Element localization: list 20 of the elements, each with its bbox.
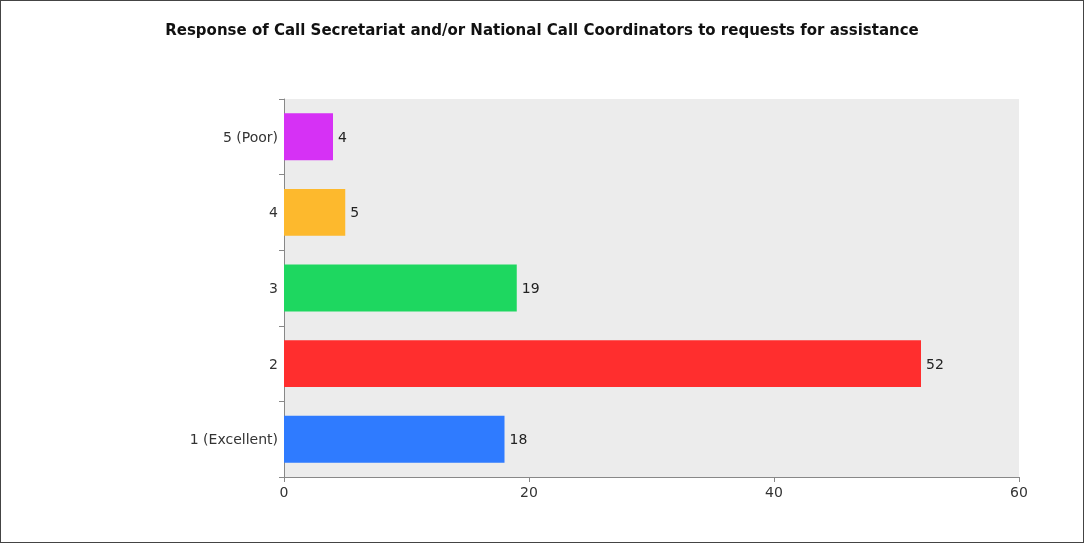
bar xyxy=(284,415,505,463)
data-label: 52 xyxy=(926,355,944,372)
y-tick-label: 3 xyxy=(269,280,278,296)
data-label: 19 xyxy=(521,280,540,296)
chart-title: Response of Call Secretariat and/or National Call Coordinators to requests for assistance xyxy=(165,20,919,39)
bar xyxy=(284,340,921,388)
x-tick-label: 40 xyxy=(765,484,783,500)
x-tick-label: 20 xyxy=(520,484,538,500)
x-tick-label: 0 xyxy=(279,484,289,500)
bar xyxy=(284,188,346,236)
data-label: 18 xyxy=(509,431,528,448)
bar xyxy=(284,113,333,161)
y-tick-label: 2 xyxy=(269,355,278,372)
data-label: 4 xyxy=(338,128,347,145)
bar xyxy=(284,264,517,312)
y-tick-label: 1 (Excellent) xyxy=(189,431,278,448)
y-tick-label: 4 xyxy=(269,204,279,221)
data-label: 5 xyxy=(350,204,360,221)
y-tick-label: 5 (Poor) xyxy=(222,128,278,145)
x-tick-label: 60 xyxy=(1010,484,1028,500)
